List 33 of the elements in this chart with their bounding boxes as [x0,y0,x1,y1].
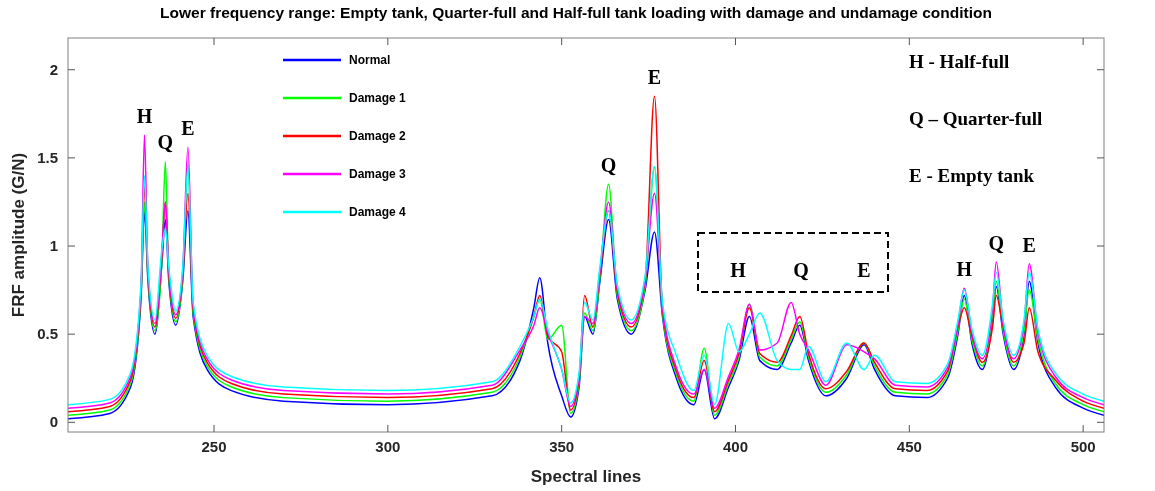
legend-label: Damage 2 [349,129,407,143]
x-axis-title: Spectral lines [530,467,642,486]
y-tick-label: 0 [49,413,58,431]
annotation: Q [600,154,617,177]
legend-label: Damage 4 [349,205,407,219]
x-tick-label: 400 [722,438,749,455]
annotation: E [1022,233,1036,256]
annotation: E [647,66,662,89]
y-axis-title: FRF amplitude (G/N) [9,152,28,318]
x-tick-label: 350 [549,438,575,455]
annotation: Q – Quarter-full [909,108,1043,129]
x-tick-label: 300 [375,438,401,455]
annotation: E - Empty tank [909,165,1035,186]
y-tick-label: 1.5 [37,148,58,166]
y-tick-label: 2 [49,60,58,78]
annotation: H - Half-full [909,51,1010,72]
annotation: Q [988,231,1005,254]
annotation: Q [157,131,174,154]
y-tick-label: 1 [49,237,58,255]
legend-label: Damage 3 [349,167,407,181]
annotation: E [181,117,195,140]
x-tick-label: 250 [201,438,227,455]
annotation: H [730,259,747,281]
y-tick-label: 0.5 [37,325,58,343]
chart-title: Lower frequency range: Empty tank, Quarter-full and Half-full tank loading with damage and undamage condition [160,4,992,21]
x-tick-label: 500 [1070,438,1096,455]
annotation: H [956,258,973,281]
annotation: Q [793,259,809,281]
legend-label: Normal [349,53,391,67]
annotation: H [136,104,153,127]
x-tick-label: 450 [896,438,922,455]
annotation: E [857,259,871,281]
legend-label: Damage 1 [349,91,407,105]
